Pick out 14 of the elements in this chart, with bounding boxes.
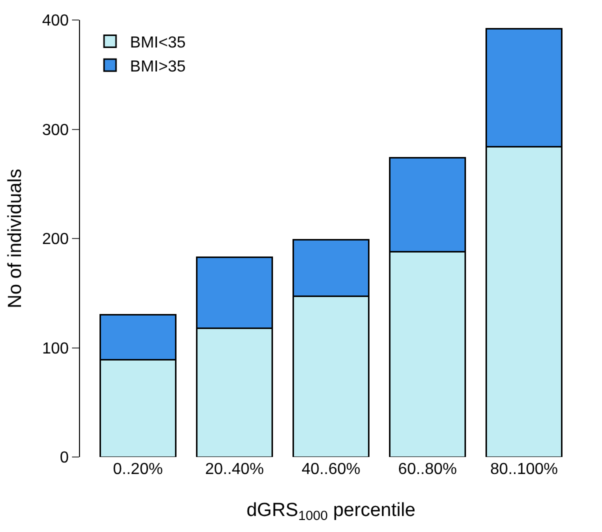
y-tick-label: 300 (42, 122, 69, 139)
legend-label: BMI<35 (130, 34, 186, 52)
x-tick-label: 80..100% (490, 461, 558, 478)
y-tick-label: 100 (42, 340, 69, 358)
x-tick-label: 0..20% (113, 461, 163, 478)
y-tick-label: 400 (42, 12, 69, 30)
legend-label: BMI>35 (130, 58, 186, 76)
x-axis-title: dGRS$_{1000}$ percentile (246, 500, 416, 523)
y-tick-label: 0 (60, 450, 69, 467)
x-tick-label: 40..60% (302, 461, 360, 478)
y-tick-label: 200 (42, 231, 69, 248)
x-tick-label: 20..40% (205, 461, 264, 478)
x-tick-label: 60..80% (398, 461, 457, 478)
y-axis-title: No of individuals (4, 168, 26, 308)
